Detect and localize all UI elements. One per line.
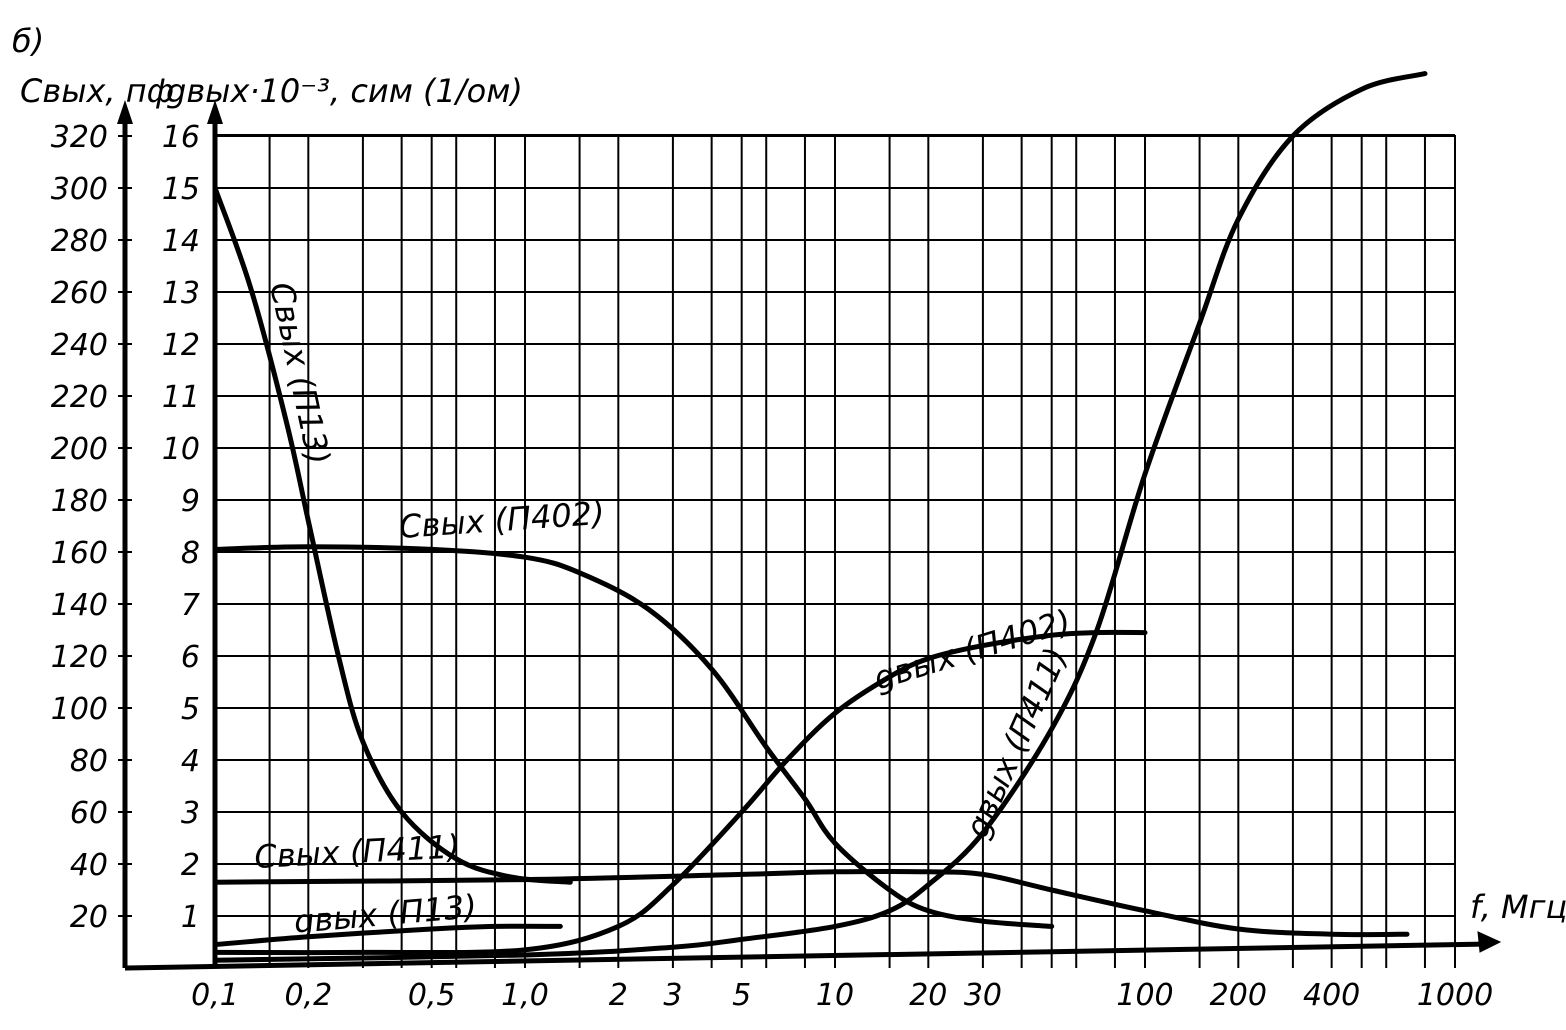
y-left-tick-label: 260 — [51, 276, 108, 311]
y-axis-right-arrow — [207, 100, 223, 124]
label-g-p411: gвых (П411) — [958, 642, 1076, 844]
chart-axes — [117, 100, 1502, 971]
tick-labels: 2040608010012014016018020022024026028030… — [51, 120, 1493, 1013]
curve-c-p402 — [212, 544, 1055, 929]
y-right-tick-label: 9 — [181, 484, 200, 519]
x-tick-label: 3 — [663, 978, 682, 1013]
y-left-tick-label: 60 — [70, 796, 108, 831]
chart-curves — [212, 71, 1428, 963]
y-right-tick-label: 7 — [181, 588, 200, 623]
y-right-tick-label: 2 — [181, 848, 200, 883]
y-right-tick-label: 6 — [181, 640, 200, 675]
y-right-tick-label: 12 — [162, 328, 200, 363]
y-right-tick-label: 4 — [181, 744, 200, 779]
y-axis-left-arrow — [117, 100, 133, 124]
y-right-tick-label: 16 — [162, 120, 200, 155]
y-right-tick-label: 15 — [162, 172, 200, 207]
y-left-tick-label: 40 — [70, 848, 108, 883]
y-left-tick-label: 220 — [51, 380, 108, 415]
y-axis-left-label: Cвых, пф — [20, 72, 174, 110]
x-tick-label: 10 — [816, 978, 854, 1013]
label-g-p13: gвых (П13) — [292, 887, 478, 941]
x-tick-label: 0,1 — [191, 978, 239, 1013]
y-left-tick-label: 180 — [51, 484, 108, 519]
x-tick-label: 0,2 — [284, 978, 332, 1013]
y-right-tick-label: 14 — [162, 224, 200, 259]
x-tick-label: 100 — [1116, 978, 1173, 1013]
y-left-tick-label: 20 — [70, 900, 108, 935]
x-tick-label: 1,0 — [501, 978, 549, 1013]
label-c-p402: Cвых (П402) — [398, 494, 606, 546]
y-right-tick-label: 13 — [162, 276, 200, 311]
x-tick-label: 20 — [909, 978, 947, 1013]
x-axis-line — [124, 941, 1491, 971]
x-axis-label: f, Мгц — [1470, 888, 1566, 926]
x-tick-label: 2 — [609, 978, 628, 1013]
y-left-tick-label: 100 — [51, 692, 108, 727]
label-c-p411: Cвых (П411) — [253, 827, 460, 876]
y-left-tick-label: 300 — [51, 172, 108, 207]
x-tick-label: 200 — [1210, 978, 1267, 1013]
x-tick-label: 5 — [732, 978, 751, 1013]
y-axis-right-label: gвых·10⁻³, сим (1/ом) — [166, 72, 523, 110]
x-tick-label: 1000 — [1417, 978, 1493, 1013]
y-left-tick-label: 140 — [51, 588, 108, 623]
y-right-tick-label: 5 — [181, 692, 200, 727]
y-right-tick-label: 11 — [162, 380, 200, 415]
y-right-tick-label: 8 — [181, 536, 200, 571]
x-tick-label: 0,5 — [408, 978, 456, 1013]
curve-g-p411 — [212, 71, 1428, 963]
x-tick-label: 400 — [1303, 978, 1360, 1013]
y-right-tick-label: 10 — [162, 432, 200, 467]
y-right-tick-label: 1 — [181, 900, 200, 935]
y-right-tick-label: 3 — [181, 796, 200, 831]
y-left-tick-label: 280 — [51, 224, 108, 259]
x-tick-label: 30 — [964, 978, 1002, 1013]
curve-g-p402 — [212, 629, 1148, 956]
y-left-tick-label: 80 — [70, 744, 108, 779]
chart-grid — [214, 134, 1456, 968]
y-left-tick-label: 200 — [51, 432, 108, 467]
x-axis-arrow — [1477, 931, 1502, 953]
y-left-tick-label: 320 — [51, 120, 108, 155]
curve-g-p13 — [212, 923, 563, 948]
y-left-tick-label: 240 — [51, 328, 108, 363]
panel-label: б) — [12, 22, 44, 60]
y-left-tick-label: 120 — [51, 640, 108, 675]
curve-c-p13 — [212, 185, 573, 885]
y-left-tick-label: 160 — [51, 536, 108, 571]
